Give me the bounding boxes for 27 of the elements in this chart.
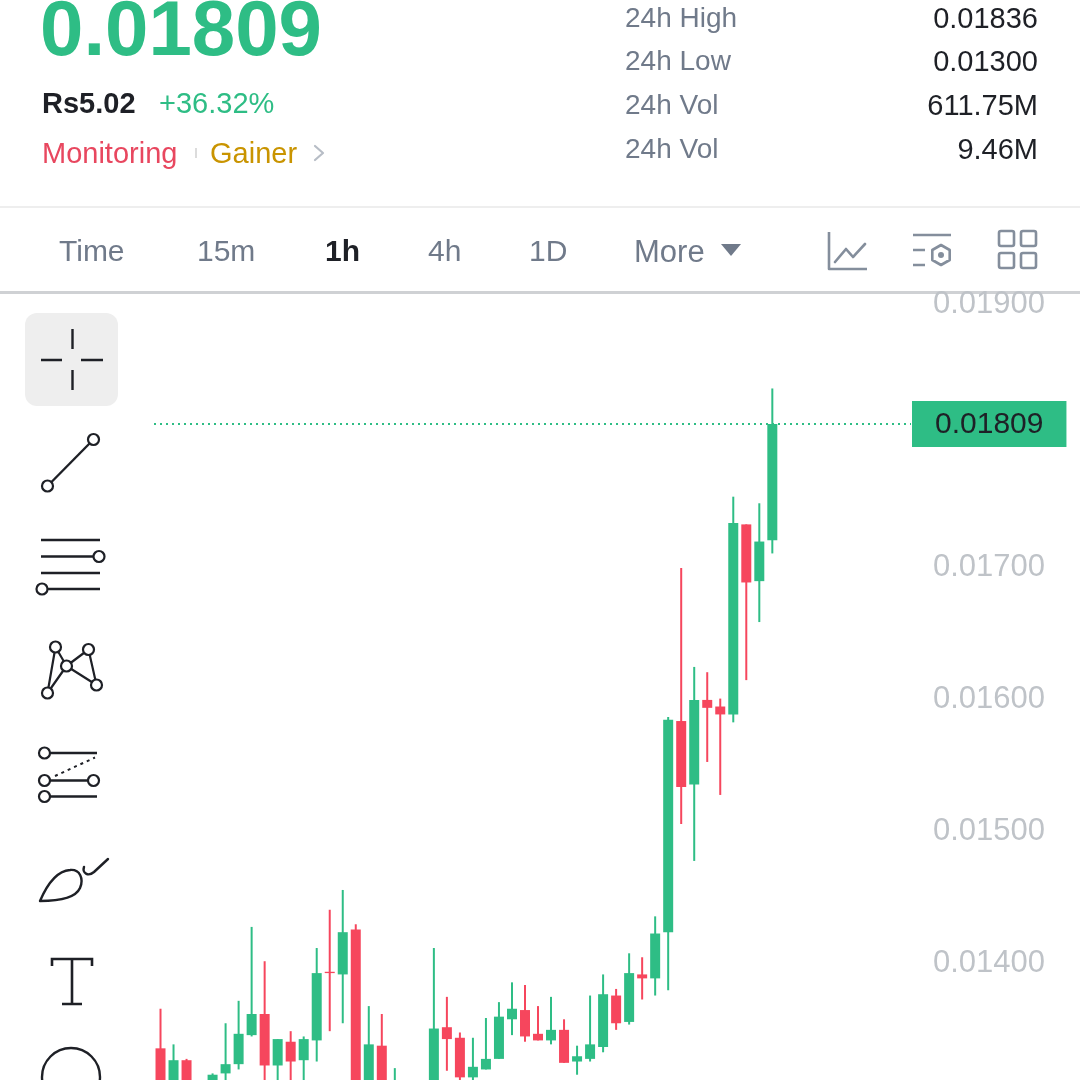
- text: 24h Vol: [625, 132, 719, 166]
- y-tick-label: 0.01900: [933, 284, 1046, 320]
- candlestick: [637, 957, 648, 1000]
- text: 611.75M: [927, 87, 1038, 123]
- y-tick-label: 0.01700: [933, 548, 1046, 584]
- text: Rs5.02: [42, 85, 136, 121]
- text: 24h Vol: [625, 88, 719, 122]
- candlestick: [702, 672, 713, 762]
- text: 15m: [197, 233, 256, 269]
- text: 9.46M: [957, 131, 1038, 167]
- y-tick-label: 0.01600: [933, 680, 1046, 716]
- text: 1D: [529, 233, 568, 269]
- text: 0.01836: [933, 0, 1038, 36]
- text: 0.01300: [933, 43, 1038, 79]
- text: Gainer: [210, 135, 298, 171]
- text: 1h: [325, 233, 361, 269]
- text: 0.01809: [40, 0, 322, 72]
- text: More: [634, 232, 705, 270]
- text: 4h: [428, 233, 462, 269]
- text: Monitoring: [42, 135, 178, 171]
- y-tick-label: 0.01500: [933, 812, 1046, 848]
- ref-line-label: 0.01809: [934, 406, 1044, 440]
- text: +36.32%: [159, 85, 275, 121]
- text: Time: [59, 233, 125, 269]
- y-tick-label: 0.01400: [933, 944, 1046, 980]
- text: 24h High: [625, 1, 738, 35]
- text: 24h Low: [625, 44, 731, 78]
